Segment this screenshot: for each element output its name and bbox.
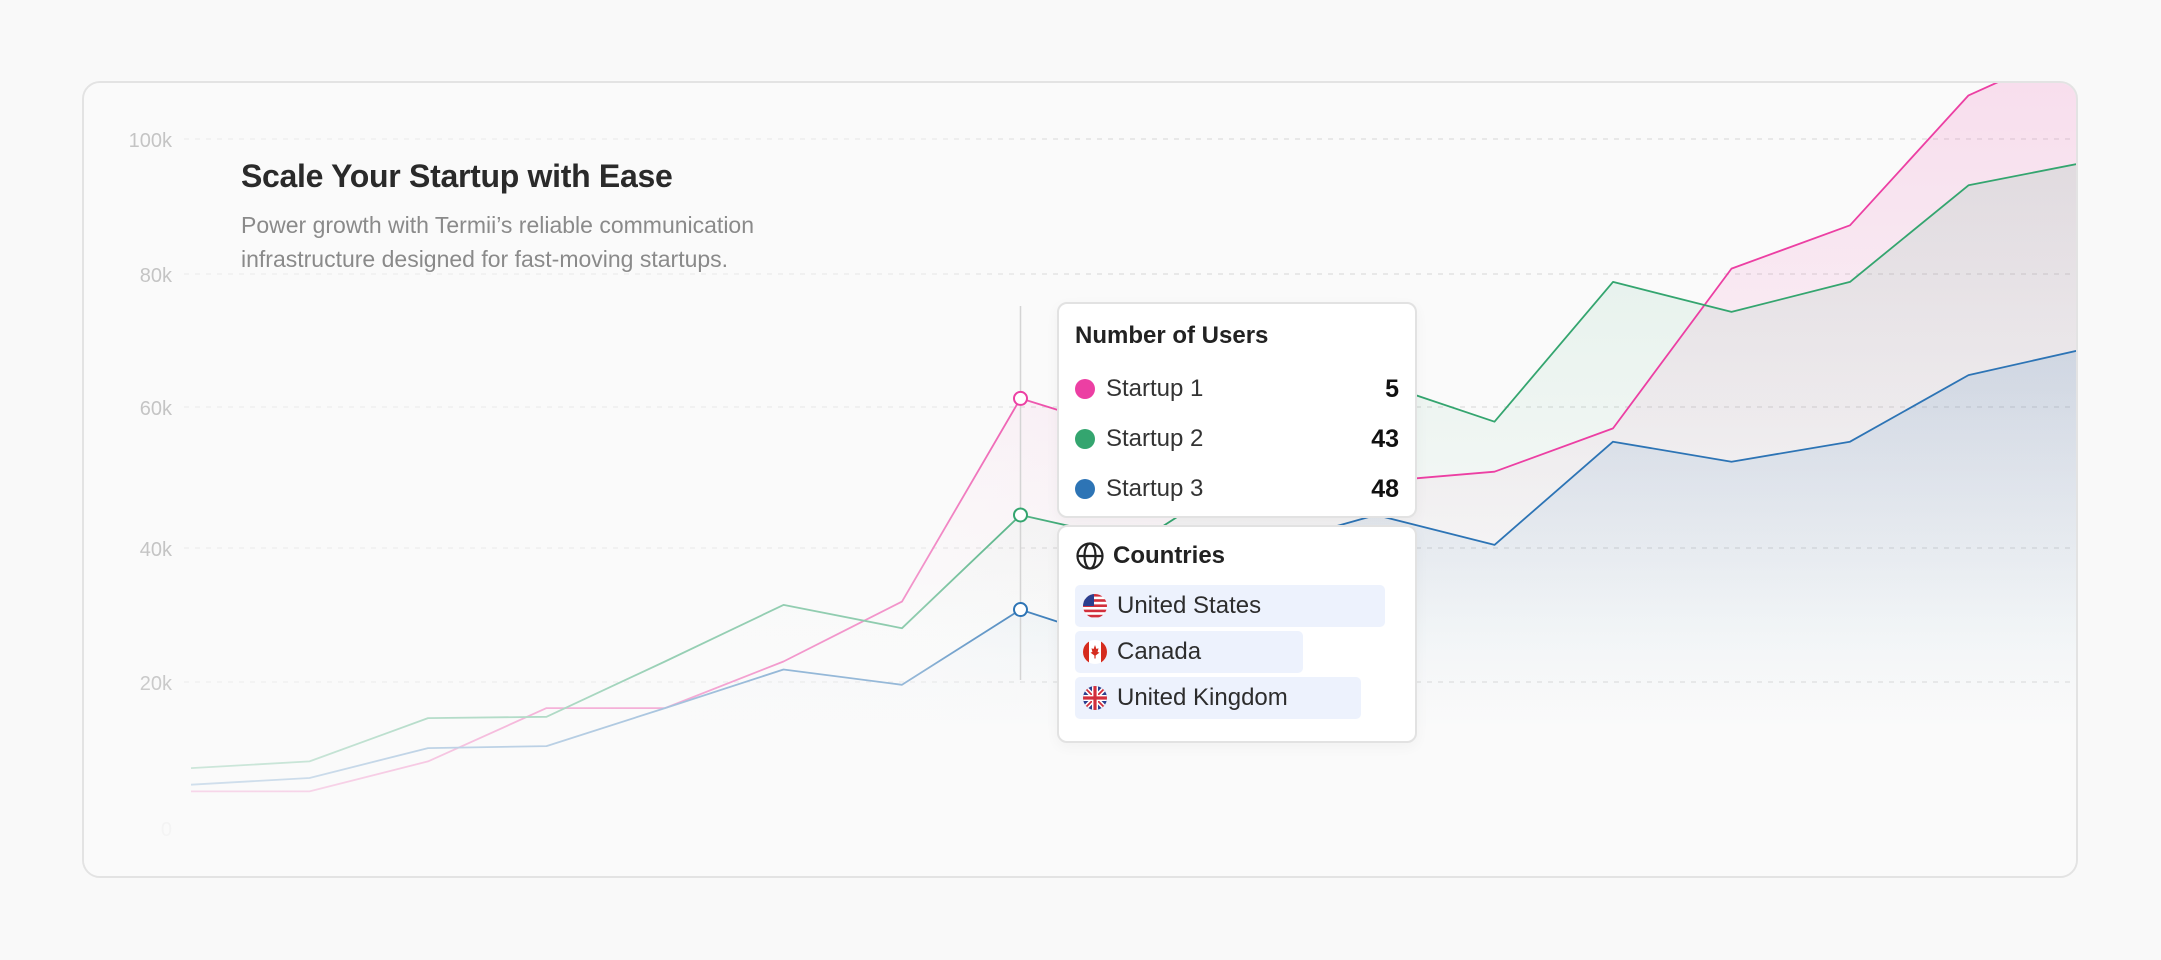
- startup-3-hover-point: [1013, 602, 1028, 618]
- tooltip-series-value: 5: [1385, 374, 1399, 403]
- startup-2-color-dot: [1075, 429, 1095, 449]
- tooltip-series-value: 48: [1371, 474, 1399, 503]
- tooltip-row-startup-2: Startup 2 43: [1075, 414, 1399, 464]
- countries-header: Countries: [1075, 541, 1399, 571]
- uk-flag-icon: [1083, 686, 1107, 710]
- country-name: United Kingdom: [1117, 684, 1288, 711]
- chart-title: Scale Your Startup with Ease: [241, 158, 673, 194]
- tooltip-row-startup-3: Startup 3 48: [1075, 464, 1399, 514]
- country-name: Canada: [1117, 638, 1202, 665]
- startup-1-hover-point: [1013, 390, 1028, 406]
- users-tooltip: Number of Users Startup 1 5 Startup 2 43…: [1057, 302, 1417, 518]
- tooltip-series-label: Startup 1: [1106, 375, 1204, 402]
- startup-2-hover-point: [1013, 507, 1028, 523]
- tooltip-series-label: Startup 3: [1106, 475, 1204, 502]
- globe-icon: [1076, 542, 1104, 570]
- startup-1-color-dot: [1075, 379, 1095, 399]
- startup-3-color-dot: [1075, 479, 1095, 499]
- tooltip-series-value: 43: [1371, 424, 1399, 453]
- country-name: United States: [1117, 592, 1262, 619]
- canada-flag-icon: [1083, 640, 1107, 664]
- chart-subtitle: Power growth with Termii’s reliable comm…: [241, 212, 755, 272]
- tooltip-title: Number of Users: [1075, 322, 1269, 349]
- tooltip-series-label: Startup 2: [1106, 425, 1204, 452]
- country-chip-canada: Canada: [1075, 631, 1303, 673]
- tooltip-row-startup-1: Startup 1 5: [1075, 364, 1399, 414]
- country-chip-uk: United Kingdom: [1075, 677, 1361, 719]
- countries-tooltip: Countries United States: [1057, 525, 1417, 743]
- country-chip-us: United States: [1075, 585, 1385, 627]
- countries-title: Countries: [1113, 542, 1226, 569]
- us-flag-icon: [1083, 594, 1107, 618]
